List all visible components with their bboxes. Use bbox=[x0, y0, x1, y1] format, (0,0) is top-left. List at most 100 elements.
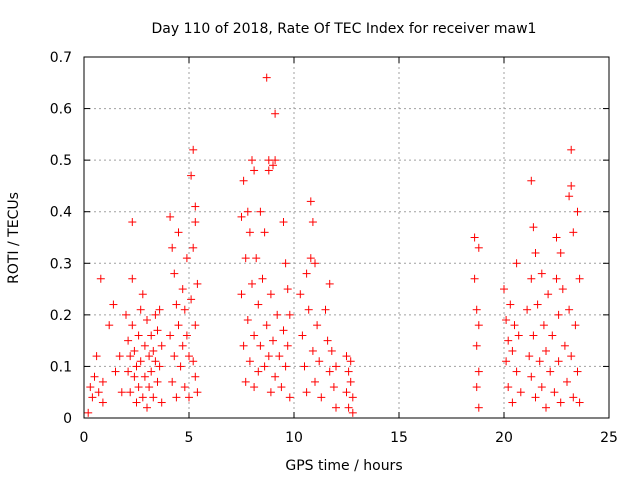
data-point bbox=[472, 305, 481, 314]
chart-title: Day 110 of 2018, Rate Of TEC Index for r… bbox=[152, 21, 537, 37]
x-tick-label: 15 bbox=[390, 430, 408, 446]
x-tick-label: 10 bbox=[285, 430, 303, 446]
data-point bbox=[296, 290, 305, 299]
data-point bbox=[149, 393, 158, 402]
data-point bbox=[117, 388, 126, 397]
data-point bbox=[248, 156, 256, 165]
data-point bbox=[537, 383, 546, 392]
data-point bbox=[96, 274, 105, 283]
data-point bbox=[250, 383, 259, 392]
data-point bbox=[325, 367, 334, 376]
data-point bbox=[514, 331, 523, 340]
y-tick-label: 0.2 bbox=[50, 308, 72, 324]
data-points bbox=[84, 73, 584, 417]
data-point bbox=[180, 305, 189, 314]
data-point bbox=[248, 279, 256, 288]
data-point bbox=[266, 388, 275, 397]
data-point bbox=[88, 393, 97, 402]
data-point bbox=[504, 336, 513, 345]
data-point bbox=[182, 331, 191, 340]
data-point bbox=[571, 321, 580, 330]
data-point bbox=[182, 254, 191, 263]
data-point bbox=[143, 316, 151, 325]
data-point bbox=[554, 357, 563, 366]
data-point bbox=[187, 171, 196, 180]
x-tick-label: 20 bbox=[495, 430, 513, 446]
data-point bbox=[281, 362, 290, 371]
plot-frame bbox=[83, 56, 610, 419]
data-point bbox=[264, 166, 273, 175]
data-point bbox=[239, 176, 248, 185]
data-point bbox=[470, 274, 479, 283]
data-point bbox=[332, 362, 340, 371]
data-point bbox=[283, 341, 292, 350]
data-point bbox=[523, 305, 532, 314]
data-point bbox=[554, 310, 563, 319]
data-point bbox=[329, 383, 338, 392]
x-tick-label: 25 bbox=[600, 430, 618, 446]
data-point bbox=[311, 377, 319, 386]
data-point bbox=[266, 290, 275, 299]
data-point bbox=[168, 377, 177, 386]
data-point bbox=[563, 377, 571, 386]
data-point bbox=[302, 388, 311, 397]
x-tick-label: 0 bbox=[80, 430, 89, 446]
data-point bbox=[527, 372, 536, 381]
data-point bbox=[315, 357, 324, 366]
data-point bbox=[269, 161, 277, 170]
data-point bbox=[191, 321, 200, 330]
y-tick-label: 0 bbox=[63, 411, 72, 427]
x-tick-labels: 0 5 10 15 20 25 bbox=[80, 430, 618, 446]
data-point bbox=[155, 305, 164, 314]
data-point bbox=[134, 383, 143, 392]
data-point bbox=[128, 321, 137, 330]
data-point bbox=[348, 408, 357, 417]
data-point bbox=[166, 212, 175, 221]
data-point bbox=[178, 341, 187, 350]
data-point bbox=[325, 279, 334, 288]
data-point bbox=[243, 207, 252, 216]
data-point bbox=[548, 331, 557, 340]
data-point bbox=[151, 357, 160, 366]
data-point bbox=[115, 352, 124, 361]
y-tick-label: 0.3 bbox=[50, 256, 72, 272]
data-point bbox=[157, 398, 166, 407]
data-point bbox=[140, 372, 149, 381]
data-point bbox=[260, 228, 269, 237]
data-point bbox=[254, 367, 263, 376]
data-point bbox=[308, 218, 317, 227]
data-point bbox=[525, 352, 534, 361]
data-point bbox=[500, 285, 508, 294]
data-point bbox=[178, 285, 187, 294]
data-point bbox=[128, 274, 137, 283]
data-point bbox=[569, 228, 578, 237]
data-point bbox=[187, 295, 196, 304]
data-point bbox=[567, 145, 576, 154]
data-point bbox=[258, 274, 267, 283]
data-point bbox=[529, 331, 538, 340]
data-point bbox=[237, 290, 246, 299]
data-point bbox=[136, 305, 145, 314]
data-point bbox=[98, 398, 107, 407]
data-point bbox=[256, 207, 265, 216]
data-point bbox=[560, 341, 569, 350]
data-point bbox=[504, 383, 513, 392]
data-point bbox=[260, 362, 269, 371]
data-point bbox=[531, 248, 540, 257]
data-point bbox=[346, 357, 355, 366]
data-point bbox=[539, 321, 548, 330]
data-point bbox=[176, 362, 185, 371]
data-point bbox=[474, 403, 483, 412]
data-point bbox=[130, 372, 139, 381]
data-point bbox=[527, 274, 536, 283]
data-point bbox=[279, 326, 288, 335]
data-point bbox=[151, 310, 160, 319]
data-point bbox=[332, 403, 340, 412]
data-point bbox=[138, 290, 147, 299]
data-point bbox=[147, 367, 156, 376]
data-point bbox=[327, 346, 336, 355]
data-point bbox=[506, 300, 515, 309]
data-point bbox=[84, 408, 93, 417]
data-point bbox=[535, 357, 544, 366]
data-point bbox=[122, 310, 130, 319]
